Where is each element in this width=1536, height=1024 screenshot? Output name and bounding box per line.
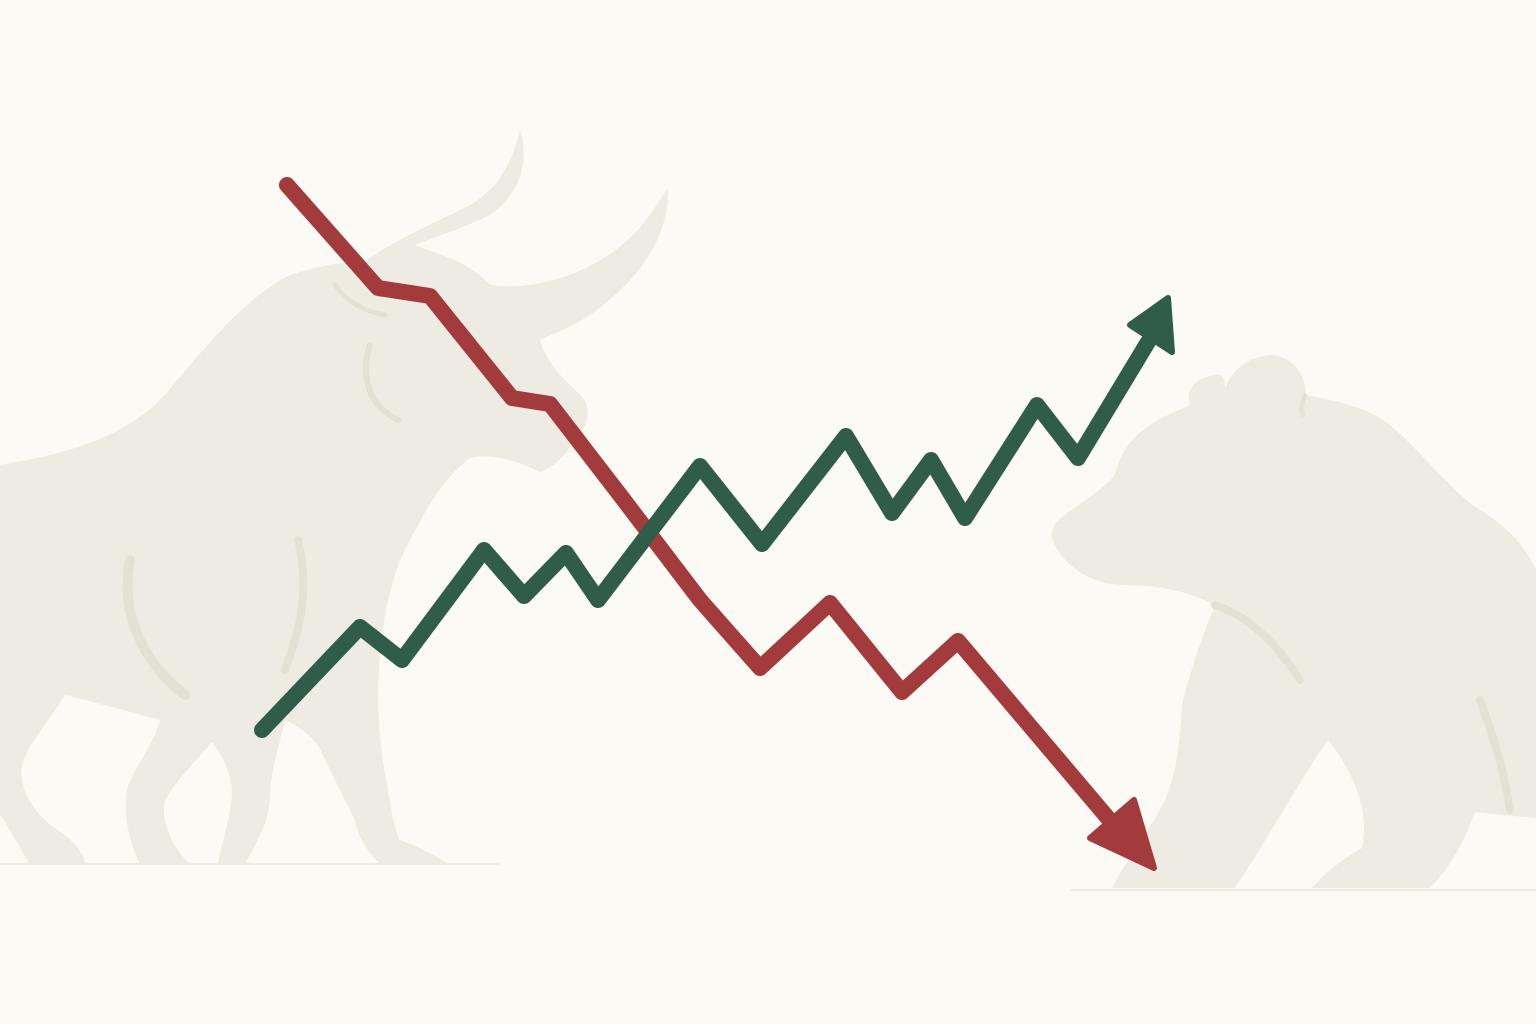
downtrend-arrowhead: [1087, 797, 1157, 871]
bull-shoulder-shade: [122, 555, 190, 700]
downtrend-path: [279, 177, 1126, 838]
uptrend-path: [254, 334, 1156, 738]
bull-eye-shade: [362, 342, 401, 423]
bear-silhouette: [1051, 355, 1536, 888]
bull-leg-shade: [281, 536, 308, 674]
uptrend-arrowhead: [1127, 295, 1175, 355]
bear-leg-shade: [1476, 696, 1514, 814]
bear-ear-shade: [1299, 393, 1307, 417]
bear-chest-shade: [1211, 601, 1304, 684]
bull-silhouette: [0, 130, 669, 864]
downtrend-line: [279, 177, 1157, 871]
uptrend-line: [254, 295, 1175, 738]
bear-body: [1051, 355, 1536, 888]
bull-brow-shade: [332, 282, 388, 318]
